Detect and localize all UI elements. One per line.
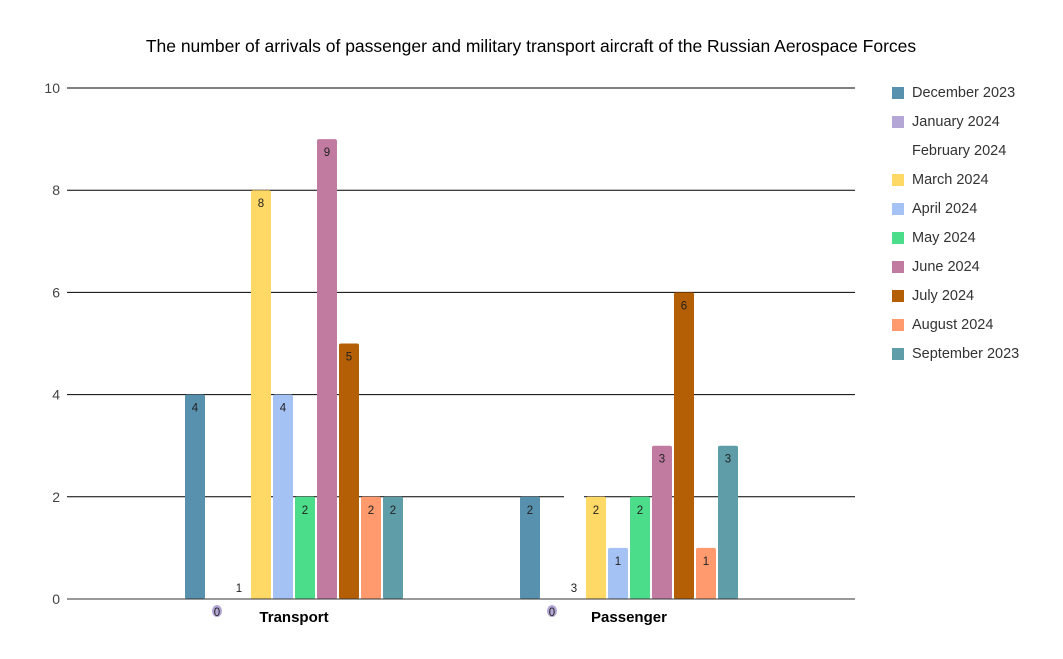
legend-label: December 2023 bbox=[912, 84, 1016, 101]
data-label: 1 bbox=[236, 583, 242, 595]
legend-label: March 2024 bbox=[912, 171, 989, 188]
data-label: 2 bbox=[302, 505, 308, 517]
data-label: 2 bbox=[593, 505, 599, 517]
legend-swatch bbox=[892, 347, 904, 360]
legend-label: April 2024 bbox=[912, 200, 978, 217]
bar bbox=[295, 496, 315, 599]
y-tick-label: 6 bbox=[52, 284, 60, 300]
y-tick-label: 8 bbox=[52, 182, 60, 198]
chart-title: The number of arrivals of passenger and … bbox=[146, 36, 917, 56]
legend-item: September 2023 bbox=[892, 339, 1019, 368]
bar bbox=[696, 547, 716, 599]
bar bbox=[317, 139, 337, 599]
data-label: 3 bbox=[659, 454, 665, 466]
data-label: 1 bbox=[615, 556, 621, 568]
data-label: 5 bbox=[346, 352, 352, 364]
data-label: 2 bbox=[368, 505, 374, 517]
legend-label: February 2024 bbox=[912, 142, 1007, 159]
bar bbox=[586, 496, 606, 599]
y-tick-label: 10 bbox=[44, 80, 60, 96]
legend-item: January 2024 bbox=[892, 107, 1019, 136]
data-label: 6 bbox=[681, 300, 687, 312]
bar bbox=[273, 394, 293, 599]
y-tick-label: 2 bbox=[52, 489, 60, 505]
legend-swatch bbox=[892, 289, 904, 302]
data-label: 9 bbox=[324, 147, 330, 159]
bar bbox=[674, 292, 694, 599]
legend-item: May 2024 bbox=[892, 223, 1019, 252]
data-label: 8 bbox=[258, 198, 264, 210]
bar bbox=[383, 496, 403, 599]
legend: December 2023 January 2024 February 2024 Ma… bbox=[892, 78, 1019, 368]
legend-item: December 2023 bbox=[892, 78, 1019, 107]
zero-label-marker bbox=[547, 605, 557, 617]
legend-swatch bbox=[892, 231, 904, 244]
legend-swatch bbox=[892, 202, 904, 215]
legend-swatch bbox=[892, 144, 904, 157]
legend-swatch bbox=[892, 115, 904, 128]
data-label: 4 bbox=[280, 403, 287, 415]
legend-label: May 2024 bbox=[912, 229, 976, 246]
bar bbox=[339, 343, 359, 599]
legend-label: July 2024 bbox=[912, 287, 975, 304]
bar bbox=[652, 445, 672, 599]
data-label: 4 bbox=[192, 403, 199, 415]
bar bbox=[229, 547, 249, 599]
y-tick-label: 0 bbox=[52, 591, 60, 607]
x-category-label: Transport bbox=[259, 609, 328, 626]
y-tick-label: 4 bbox=[52, 387, 60, 403]
data-label: 2 bbox=[637, 505, 643, 517]
legend-label: August 2024 bbox=[912, 316, 994, 333]
bar bbox=[718, 445, 738, 599]
legend-swatch bbox=[892, 318, 904, 331]
data-label: 3 bbox=[725, 454, 731, 466]
bar bbox=[251, 190, 271, 599]
legend-swatch bbox=[892, 173, 904, 186]
bar bbox=[630, 496, 650, 599]
data-label: 2 bbox=[527, 505, 533, 517]
legend-item: July 2024 bbox=[892, 281, 1019, 310]
legend-item: March 2024 bbox=[892, 165, 1019, 194]
legend-item: August 2024 bbox=[892, 310, 1019, 339]
data-label: 2 bbox=[390, 505, 396, 517]
data-label: 1 bbox=[703, 556, 709, 568]
data-label: 3 bbox=[571, 583, 577, 595]
bar bbox=[520, 496, 540, 599]
bar bbox=[608, 547, 628, 599]
legend-label: June 2024 bbox=[912, 258, 980, 275]
data-label: 0 bbox=[214, 607, 220, 619]
legend-label: January 2024 bbox=[912, 113, 1000, 130]
zero-label-marker bbox=[212, 605, 222, 617]
legend-label: September 2023 bbox=[912, 345, 1020, 362]
legend-item: April 2024 bbox=[892, 194, 1019, 223]
legend-swatch bbox=[892, 260, 904, 273]
bar bbox=[564, 445, 584, 599]
bar bbox=[185, 394, 205, 599]
data-label: 0 bbox=[549, 607, 555, 619]
bar bbox=[361, 496, 381, 599]
legend-item: June 2024 bbox=[892, 252, 1019, 281]
legend-swatch bbox=[892, 86, 904, 99]
x-category-label: Passenger bbox=[591, 609, 667, 626]
legend-item: February 2024 bbox=[892, 136, 1019, 165]
